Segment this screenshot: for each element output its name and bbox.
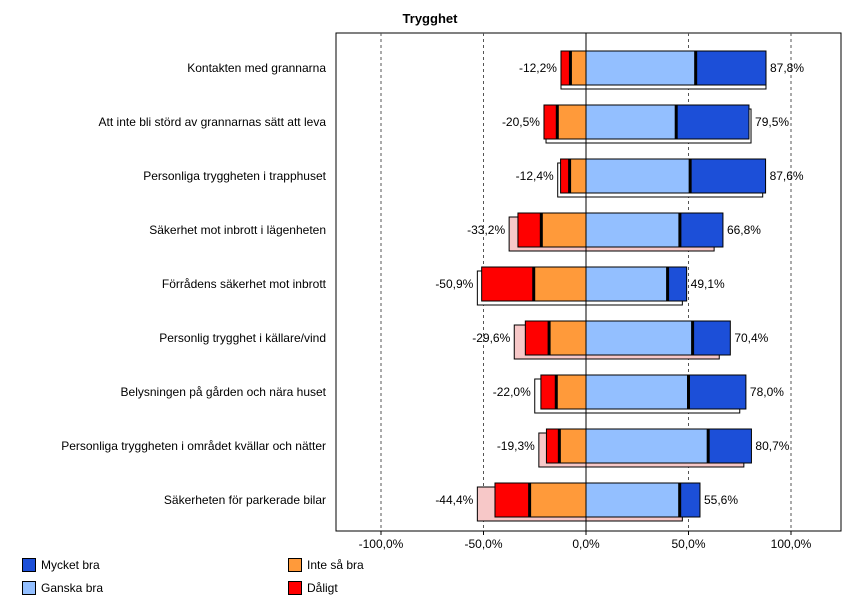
category-label: Belysningen på gården och nära huset (121, 385, 327, 399)
x-tick-label: 50,0% (671, 537, 705, 551)
positive-total-label: 87,8% (770, 61, 804, 75)
legend-label: Mycket bra (41, 558, 100, 572)
category-labels: Kontakten med grannarna Att inte bli stör… (61, 61, 326, 507)
negative-total-label: -44,4% (435, 493, 473, 507)
positive-total-label: 80,7% (755, 439, 789, 453)
x-tick-label: 100,0% (771, 537, 812, 551)
bar-inte-sa-bra (558, 428, 587, 464)
legend-swatch-ganska-bra (22, 581, 36, 595)
positive-total-label: 87,6% (770, 169, 804, 183)
bar-inte-sa-bra (540, 212, 587, 248)
negative-total-label: -22,0% (493, 385, 531, 399)
bar-ganska-bra (585, 104, 677, 140)
bar-ganska-bra (585, 158, 691, 194)
negative-total-label: -33,2% (467, 223, 505, 237)
legend-item-mycket-bra: Mycket bra (22, 558, 100, 572)
bar-daligt (517, 212, 542, 248)
legend-swatch-daligt (288, 581, 302, 595)
x-axis-ticks: -100,0% -50,0% 0,0% 50,0% 100,0% (359, 531, 812, 551)
bar-daligt (481, 266, 535, 302)
bar-inte-sa-bra (569, 50, 587, 86)
category-label: Personliga tryggheten i trapphuset (143, 169, 326, 183)
x-tick-label: 0,0% (572, 537, 600, 551)
legend-label: Inte så bra (307, 558, 364, 572)
category-label: Säkerhet mot inbrott i lägenheten (149, 223, 326, 237)
bar-mycket-bra (667, 266, 688, 302)
positive-total-label: 55,6% (704, 493, 738, 507)
category-label: Säkerheten för parkerade bilar (164, 493, 326, 507)
bar-daligt (540, 374, 557, 410)
legend-item-inte-sa-bra: Inte så bra (288, 558, 364, 572)
bar-mycket-bra (707, 428, 752, 464)
positive-total-label: 66,8% (727, 223, 761, 237)
value-labels: 87,8% -12,2% 79,5% -20,5% 87,6% -12,4% 66,8% -3… (435, 61, 804, 507)
negative-total-label: -19,3% (497, 439, 535, 453)
bar-inte-sa-bra (556, 104, 587, 140)
negative-total-label: -12,2% (519, 61, 557, 75)
legend-item-ganska-bra: Ganska bra (22, 581, 103, 595)
bar-daligt (543, 104, 558, 140)
negative-total-label: -12,4% (516, 169, 554, 183)
bar-inte-sa-bra (569, 158, 587, 194)
bar-inte-sa-bra (548, 320, 587, 356)
legend-swatch-inte-sa-bra (288, 558, 302, 572)
bar-daligt (545, 428, 560, 464)
category-label: Att inte bli störd av grannarnas sätt at… (99, 115, 327, 129)
legend-label: Dåligt (307, 581, 338, 595)
bar-mycket-bra (689, 158, 767, 194)
bar-inte-sa-bra (529, 482, 587, 518)
bar-inte-sa-bra (555, 374, 587, 410)
legend-swatch-mycket-bra (22, 558, 36, 572)
x-tick-label: -50,0% (464, 537, 502, 551)
positive-total-label: 70,4% (734, 331, 768, 345)
legend-item-daligt: Dåligt (288, 581, 338, 595)
negative-total-label: -20,5% (502, 115, 540, 129)
legend-label: Ganska bra (41, 581, 104, 595)
category-label: Personliga tryggheten i området kvällar … (61, 439, 326, 453)
bar-mycket-bra (692, 320, 731, 356)
category-label: Förrådens säkerhet mot inbrott (162, 277, 327, 291)
category-label: Personlig trygghet i källare/vind (159, 331, 326, 345)
bar-mycket-bra (688, 374, 747, 410)
trygghet-chart: Trygghet Kontakten med grannarna Att inte… (61, 11, 842, 551)
bar-ganska-bra (585, 374, 689, 410)
negative-total-label: -50,9% (435, 277, 473, 291)
positive-total-label: 78,0% (750, 385, 784, 399)
bar-mycket-bra (679, 482, 701, 518)
legend: Mycket bra Ganska bra Inte så bra Dåligt (0, 556, 862, 606)
negative-total-label: -29,6% (472, 331, 510, 345)
bar-ganska-bra (585, 320, 694, 356)
bar-daligt (524, 320, 550, 356)
chart-title: Trygghet (403, 11, 459, 26)
bar-daligt (494, 482, 531, 518)
bar-ganska-bra (585, 482, 681, 518)
bar-inte-sa-bra (533, 266, 587, 302)
bars (481, 50, 767, 518)
positive-total-label: 49,1% (691, 277, 725, 291)
x-tick-label: -100,0% (359, 537, 404, 551)
bar-ganska-bra (585, 428, 709, 464)
bar-ganska-bra (585, 212, 681, 248)
bar-mycket-bra (675, 104, 750, 140)
category-label: Kontakten med grannarna (187, 61, 326, 75)
bar-ganska-bra (585, 266, 669, 302)
positive-total-label: 79,5% (755, 115, 789, 129)
bar-ganska-bra (585, 50, 697, 86)
bar-mycket-bra (695, 50, 767, 86)
bar-mycket-bra (679, 212, 724, 248)
